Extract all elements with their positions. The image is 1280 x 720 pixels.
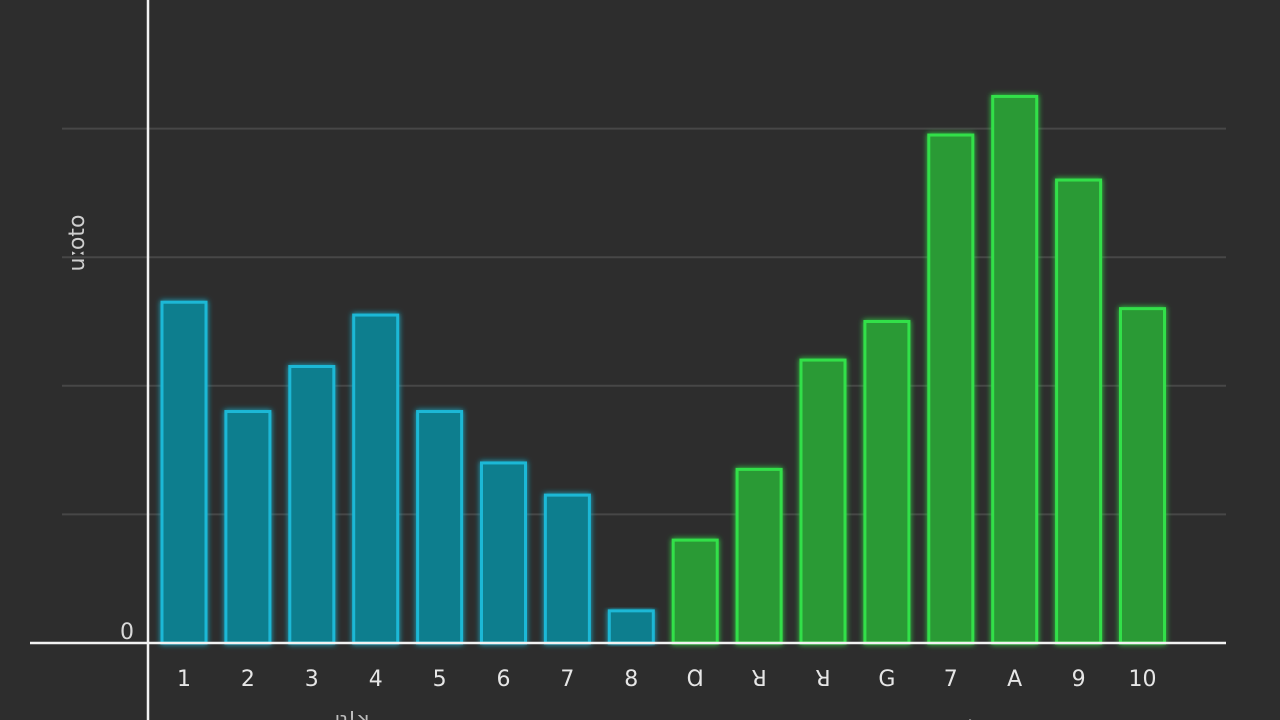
x-tick-label-8: 8 bbox=[624, 667, 638, 692]
bars bbox=[160, 94, 1166, 645]
x-tick-label-2: 2 bbox=[241, 667, 255, 692]
x-tick-label-1: 1 bbox=[177, 667, 191, 692]
bar-9 bbox=[671, 538, 719, 645]
bar-1 bbox=[160, 300, 208, 645]
y-zero-label: 0 bbox=[120, 620, 134, 645]
bar-12 bbox=[863, 320, 911, 645]
x-tick-label-7: 7 bbox=[560, 667, 574, 692]
x-tick-label-10: ꓤ bbox=[751, 667, 766, 692]
bar-13 bbox=[927, 133, 975, 645]
x-tick-label-6: 6 bbox=[497, 667, 511, 692]
bar-2 bbox=[224, 410, 272, 645]
bar-5 bbox=[416, 410, 464, 645]
bar-4 bbox=[352, 313, 400, 645]
y-axis-label: oʇoːn bbox=[66, 215, 91, 272]
x-tick-label-13: 7 bbox=[944, 667, 958, 692]
bar-16 bbox=[1119, 307, 1166, 645]
x-tick-label-4: 4 bbox=[369, 667, 383, 692]
x-tick-label-11: ꓤ bbox=[815, 667, 830, 692]
x-tick-label-16: 10 bbox=[1129, 667, 1157, 692]
bar-14 bbox=[991, 94, 1039, 645]
bar-3 bbox=[288, 365, 336, 645]
bar-8 bbox=[607, 609, 655, 645]
bar-10 bbox=[735, 467, 783, 645]
x-tick-label-15: 9 bbox=[1072, 667, 1086, 692]
x-tick-label-9: Ɑ bbox=[687, 667, 704, 692]
x-tick-label-12: G bbox=[878, 667, 895, 692]
bar-11 bbox=[799, 358, 847, 645]
bar-7 bbox=[543, 493, 591, 645]
x-tick-label-3: 3 bbox=[305, 667, 319, 692]
bar-6 bbox=[480, 461, 527, 645]
x-axis-label-fragment-2: . bbox=[967, 703, 973, 720]
x-axis-label-fragment: ıʇ!ʞ bbox=[335, 707, 370, 720]
bar-15 bbox=[1055, 178, 1103, 645]
x-tick-label-5: 5 bbox=[433, 667, 447, 692]
x-tick-labels: 1 2 3 4 5 6 7 8 Ɑ ꓤ ꓤ G 7 A 9 10 bbox=[177, 667, 1157, 692]
x-tick-label-14: A bbox=[1007, 667, 1022, 692]
